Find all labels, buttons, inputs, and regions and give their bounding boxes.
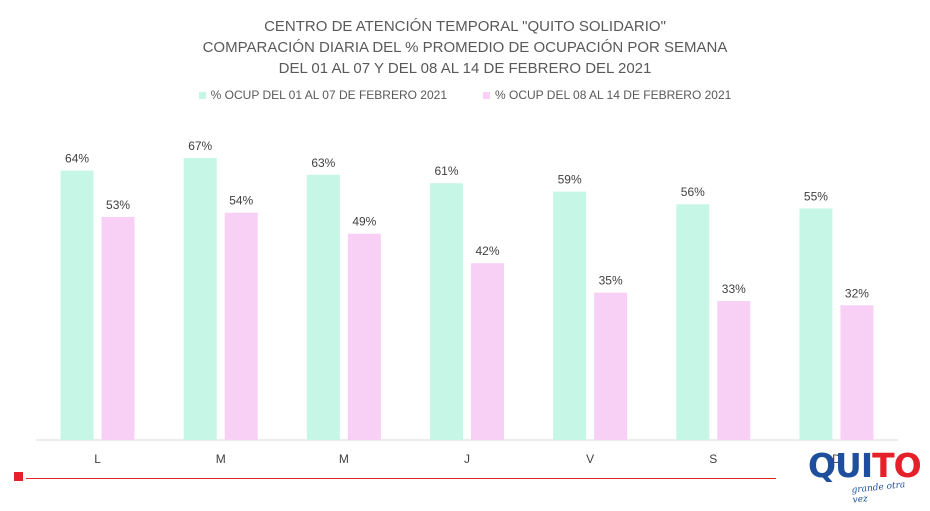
- bar-series-2-2: [347, 233, 381, 440]
- chart-title: CENTRO DE ATENCIÓN TEMPORAL "QUITO SOLID…: [0, 16, 930, 79]
- data-label-series-2-2: 49%: [352, 215, 376, 229]
- logo-word-left: QUI: [808, 446, 873, 485]
- x-tick-label-1: M: [216, 452, 226, 466]
- chart-title-line-2: COMPARACIÓN DIARIA DEL % PROMEDIO DE OCU…: [202, 39, 728, 56]
- bar-series-1-1: [183, 157, 217, 440]
- bar-series-1-4: [553, 191, 587, 440]
- data-label-series-2-3: 42%: [475, 244, 499, 258]
- data-label-series-1-2: 63%: [311, 156, 335, 170]
- data-label-series-2-4: 35%: [599, 274, 623, 288]
- data-label-series-2-0: 53%: [106, 198, 130, 212]
- data-label-series-1-1: 67%: [188, 139, 212, 153]
- legend-item-week-2: % OCUP DEL 08 AL 14 DE FEBRERO 2021: [483, 88, 731, 102]
- chart-title-line-3: DEL 01 AL 07 Y DEL 08 AL 14 DE FEBRERO D…: [278, 60, 652, 77]
- x-tick-label-5: S: [709, 452, 717, 466]
- logo-wordmark: QUITO: [808, 446, 922, 486]
- bar-series-1-6: [799, 208, 833, 440]
- x-tick-label-3: J: [464, 452, 470, 466]
- bar-series-1-2: [306, 174, 340, 440]
- x-tick-label-6: D: [832, 452, 841, 466]
- bar-series-1-5: [676, 204, 710, 440]
- x-tick-label-0: L: [94, 452, 101, 466]
- data-label-series-2-5: 33%: [722, 282, 746, 296]
- data-label-series-2-1: 54%: [229, 194, 253, 208]
- legend-item-week-1: % OCUP DEL 01 AL 07 DE FEBRERO 2021: [198, 88, 447, 102]
- data-label-series-1-4: 59%: [558, 173, 582, 187]
- bar-series-1-3: [430, 183, 463, 440]
- data-label-series-1-0: 64%: [65, 152, 89, 166]
- bar-series-2-5: [717, 301, 751, 440]
- data-label-series-1-6: 55%: [804, 189, 828, 203]
- legend-swatch-week-2: [483, 91, 490, 99]
- data-label-series-1-5: 56%: [681, 185, 705, 199]
- x-tick-label-2: M: [339, 452, 349, 466]
- bar-series-2-4: [594, 292, 628, 440]
- data-label-series-1-3: 61%: [434, 164, 458, 178]
- bar-series-2-1: [224, 212, 258, 440]
- quito-logo: QUITO grande otra vez: [808, 446, 923, 506]
- bar-series-1-0: [60, 170, 94, 440]
- x-tick-label-4: V: [586, 452, 594, 466]
- chart-title-line-1: CENTRO DE ATENCIÓN TEMPORAL "QUITO SOLID…: [264, 18, 666, 35]
- legend-label-week-1: % OCUP DEL 01 AL 07 DE FEBRERO 2021: [210, 88, 447, 102]
- legend-swatch-week-1: [198, 91, 206, 99]
- bar-series-2-0: [101, 216, 135, 440]
- chart-legend: % OCUP DEL 01 AL 07 DE FEBRERO 2021 % OC…: [0, 88, 930, 102]
- bar-series-2-3: [471, 263, 504, 440]
- footer-accent-square: [14, 472, 23, 481]
- data-label-series-2-6: 32%: [845, 286, 869, 300]
- legend-label-week-2: % OCUP DEL 08 AL 14 DE FEBRERO 2021: [495, 88, 732, 102]
- footer-accent-line: [26, 478, 776, 479]
- bar-series-2-6: [840, 305, 874, 440]
- logo-word-right: TO: [872, 446, 922, 485]
